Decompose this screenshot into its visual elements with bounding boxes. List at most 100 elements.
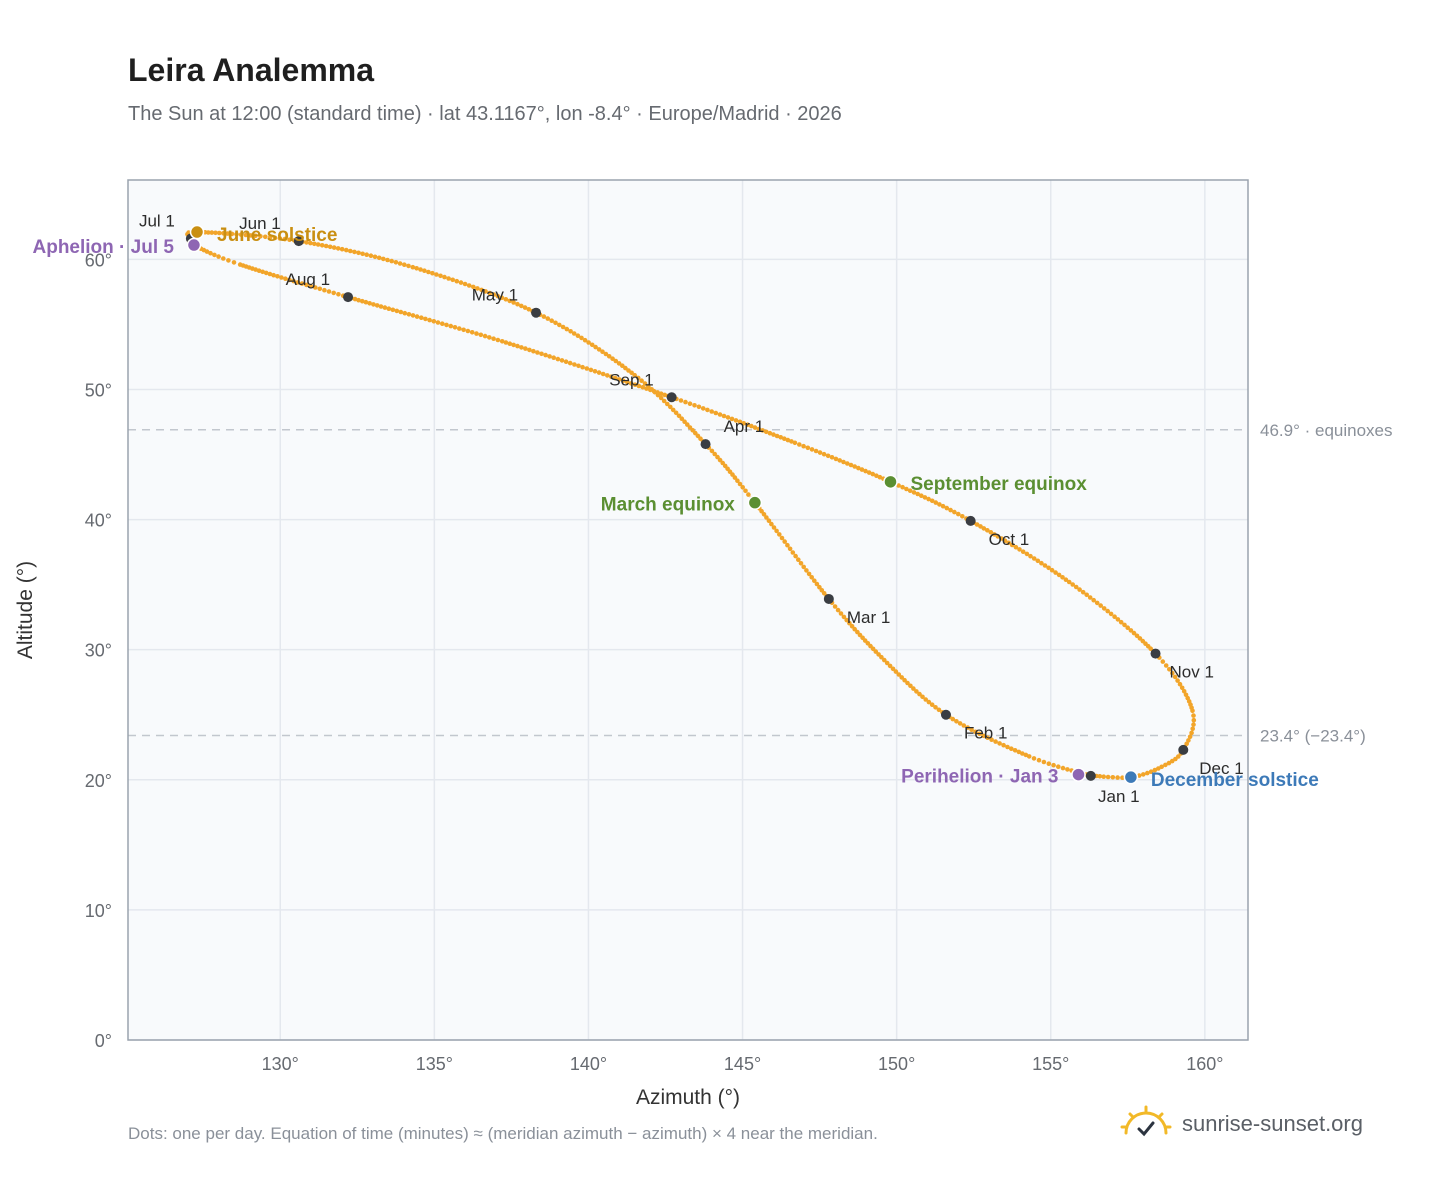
y-tick-label: 10° (85, 901, 112, 921)
curve-dot (382, 305, 388, 310)
curve-dot (896, 672, 902, 677)
y-axis-ticks: 0° 10° 20° 30° 40° 50° 60° (85, 250, 112, 1051)
curve-dot (642, 381, 648, 386)
curve-dot (1189, 730, 1194, 736)
curve-dot (402, 310, 408, 316)
curve-dot (825, 453, 831, 459)
curve-dot (465, 328, 471, 334)
curve-dot (511, 300, 516, 305)
curve-dot (344, 247, 349, 253)
event-label: Perihelion · Jan 3 (901, 767, 1058, 788)
curve-dot (961, 723, 967, 728)
curve-dot (248, 233, 253, 238)
curve-dot (1110, 775, 1116, 780)
reference-line-label: 46.9° · equinoxes (1260, 421, 1393, 440)
month-marker (666, 392, 677, 403)
y-axis-title: Altitude (°) (14, 561, 37, 659)
curve-dot (582, 337, 588, 343)
curve-dot (440, 321, 445, 327)
curve-dot (495, 293, 501, 299)
curve-dot (526, 307, 532, 312)
curve-dot (661, 398, 667, 404)
x-axis-title: Azimuth (°) (636, 1086, 740, 1109)
curve-dot (801, 564, 806, 570)
curve-dot (282, 236, 288, 242)
curve-dot (635, 375, 641, 381)
curve-dot (668, 404, 673, 410)
curve-dot (655, 390, 660, 395)
curve-dot (819, 588, 825, 593)
curve-dot (623, 365, 628, 371)
curve-dot (495, 337, 501, 343)
curve-dot (1128, 628, 1134, 633)
curve-dot (1042, 563, 1048, 568)
curve-dot (234, 231, 239, 237)
curve-dot (915, 491, 920, 497)
curve-dot (617, 377, 622, 382)
curve-dot (551, 355, 556, 361)
curve-dot (665, 401, 670, 407)
curve-dot (687, 425, 693, 430)
curve-dot (394, 308, 400, 314)
curve-dot (600, 371, 606, 377)
curve-dot (658, 391, 664, 397)
curve-dot (535, 350, 540, 355)
curve-dot (756, 426, 762, 432)
curve-dot (1001, 742, 1006, 748)
curve-dot (1187, 734, 1193, 739)
curve-dot (1023, 752, 1029, 758)
curve-dot (360, 298, 365, 304)
curve-dot (434, 272, 439, 277)
curve-dot (621, 378, 626, 384)
brand[interactable]: sunrise-sunset.org (1120, 1102, 1363, 1146)
curve-dot (848, 462, 854, 468)
curve-dot (737, 419, 743, 425)
curve-dot (376, 255, 382, 261)
curve-dot (519, 303, 524, 309)
curve-dot (796, 557, 801, 562)
curve-dot (662, 392, 667, 398)
plot-area (128, 180, 1248, 1040)
curve-dot (1137, 636, 1143, 641)
curve-dot (1160, 659, 1166, 664)
curve-dot (813, 448, 819, 454)
month-label: Dec 1 (1199, 759, 1243, 778)
curve-dot (381, 256, 386, 262)
curve-dot (1051, 762, 1056, 768)
month-marker (1150, 648, 1161, 659)
curve-dot (549, 318, 554, 324)
sun-logo-icon (1120, 1105, 1172, 1144)
curve-dot (993, 739, 998, 744)
curve-dot (956, 511, 961, 517)
curve-dot (1039, 560, 1044, 566)
curve-dot (1060, 575, 1065, 580)
curve-dot (859, 467, 865, 472)
curve-dot (685, 422, 690, 427)
curve-dot (766, 518, 772, 523)
curve-dot (917, 691, 922, 697)
curve-dot (678, 398, 684, 403)
curve-dot (378, 304, 384, 309)
curve-dot (985, 735, 990, 740)
curve-dot (760, 428, 765, 433)
curve-dot (978, 524, 983, 529)
curve-dot (1169, 758, 1175, 764)
curve-dot (914, 689, 919, 694)
curve-dot (908, 683, 913, 689)
footnote: Dots: one per day. Equation of time (min… (128, 1124, 878, 1143)
curve-dot (315, 242, 321, 247)
curve-dot (1125, 625, 1130, 630)
curve-dot (792, 440, 798, 446)
curve-dot (997, 741, 1002, 746)
curve-dot (559, 358, 565, 363)
month-marker (965, 515, 976, 526)
event-marker (186, 237, 202, 253)
month-label: Nov 1 (1170, 663, 1214, 682)
curve-dot (304, 282, 309, 288)
curve-dot (226, 258, 231, 263)
curve-dot (229, 231, 235, 237)
curve-dot (596, 370, 602, 375)
curve-dot (427, 317, 432, 323)
curve-dot (402, 262, 407, 268)
curve-dot (774, 433, 780, 439)
